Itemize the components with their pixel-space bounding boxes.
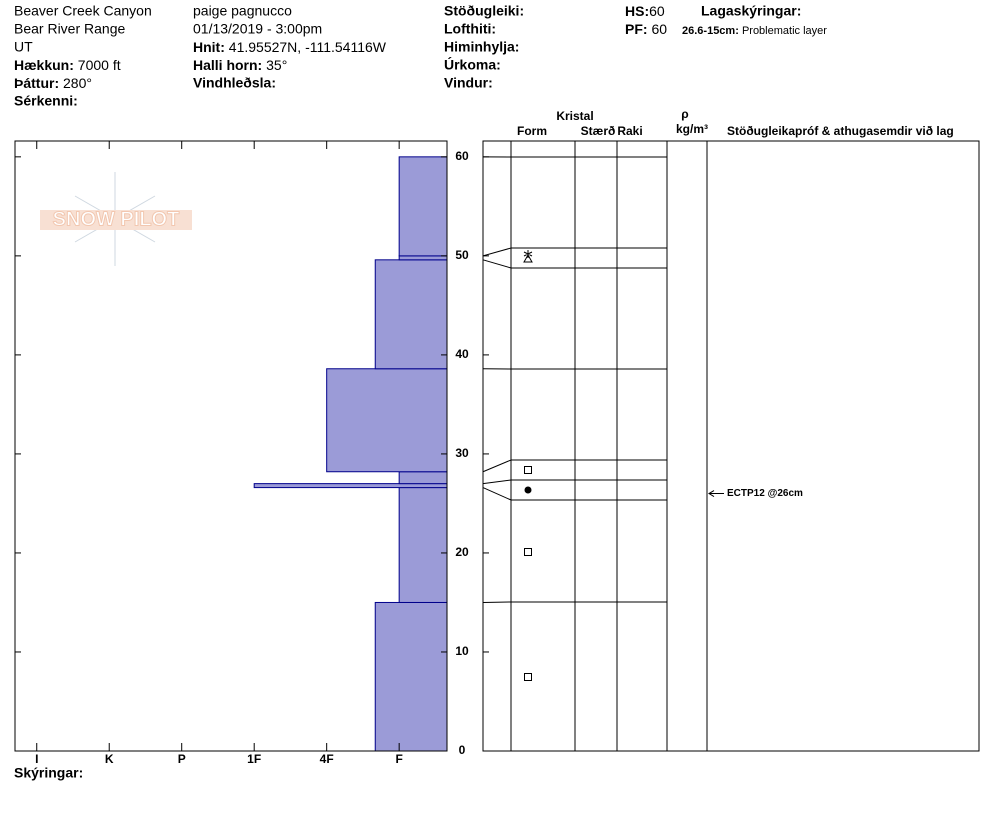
value: 41.95527N, -111.54116W [229,39,387,55]
value: 60 [649,3,665,19]
hardness-bar [253,483,448,489]
size: Stærð [581,124,616,138]
watermark: SNOW PILOT [53,208,180,230]
hardness-bar [374,601,448,752]
hardness-bar [398,255,448,261]
x-tick-label: F [395,752,402,766]
plot-frame [14,140,448,752]
header: Beaver Creek Canyon Bear River Range UT … [14,3,827,781]
layer-note: 26.6-15cm: Problematic layer [682,25,827,37]
crystal: Kristal [556,109,593,123]
grain-symbol [523,250,533,263]
y-tick-label: 0 [459,743,466,757]
test-arrow [708,490,724,497]
y-tick-label: 40 [455,347,469,361]
observer: paige pagnucco [193,3,292,19]
hardness-bar [398,487,448,603]
stability: Stöðugleiki: [444,3,524,19]
x-tick-label: 1F [247,752,261,766]
x-tick-label: P [178,752,186,766]
column-headers: Kristal Form Stærð Raki ρ kg/m³ Stöðugle… [517,107,954,138]
y-tick-label: 30 [455,446,469,460]
hardness-bar [398,156,448,257]
test-label: ECTP12 @26cm [727,488,803,499]
label: 26.6-15cm: [682,25,739,37]
hardness-bar [398,471,448,485]
label: PF: [625,21,648,37]
layer-connector [482,479,667,485]
y-tick-label: 50 [455,248,469,262]
x-tick-label: 4F [320,752,334,766]
precip: Úrkoma: [444,56,501,73]
hardness-bar [326,368,448,473]
text: Problematic layer [742,25,827,37]
value: 35° [266,57,287,73]
layer-connector [482,247,667,257]
grain-symbol [524,673,532,681]
hs: HS:60 [625,3,665,19]
y-tick-label: 20 [455,545,469,559]
x-tick-label: K [105,752,114,766]
tests-header: Stöðugleikapróf & athugasemdir við lag [727,124,954,138]
clip [980,100,994,140]
elevation: Hækkun: 7000 ft [14,57,121,73]
density-unit: kg/m³ [676,122,708,136]
layer-connector [482,259,667,269]
y-tick-label: 60 [455,149,469,163]
features: Sérkenni: [14,93,78,109]
logo-band [40,210,192,230]
pf: PF: 60 [625,21,667,37]
location: Beaver Creek Canyon [14,3,152,19]
grain-symbol [524,466,532,474]
state: UT [14,39,33,55]
hardness-bar [374,259,448,370]
rho: ρ [681,107,688,121]
coords: Hnit: 41.95527N, -111.54116W [193,39,387,55]
wind: Vindur: [444,75,493,91]
label: HS: [625,3,649,19]
moisture: Raki [617,124,642,138]
layer-connector [482,459,667,473]
legend-label: Skýringar: [14,765,83,781]
layer-notes-label: Lagaskýringar: [701,3,801,19]
slope: Halli horn: 35° [193,57,287,73]
value: 280° [63,75,92,91]
label: Halli horn: [193,57,262,73]
air-temp: Lofthiti: [444,21,496,37]
label: Hnit: [193,39,225,55]
value: 60 [651,21,667,37]
y-tick-label: 10 [455,644,469,658]
layer-connector [482,487,667,501]
x-tick-label: I [35,752,38,766]
grain-frame [482,140,980,752]
grain-symbol [524,486,532,494]
aspect: Þáttur: 280° [14,75,92,91]
logo: SNOW PILOT [40,172,192,266]
form: Form [517,124,547,138]
grain-symbol [524,548,532,556]
range: Bear River Range [14,21,125,37]
label: Þáttur: [14,75,59,91]
value: 7000 ft [78,57,121,73]
wind-loading: Vindhleðsla: [193,75,276,91]
sky: Himinhylja: [444,39,519,55]
label: Hækkun: [14,57,74,73]
datetime: 01/13/2019 - 3:00pm [193,21,322,37]
